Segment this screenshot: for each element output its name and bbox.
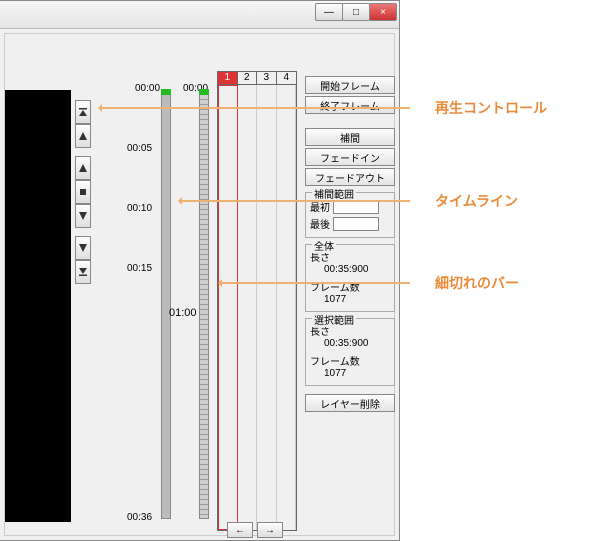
minimize-button[interactable]: — bbox=[315, 3, 343, 21]
annotation-arrow-1 bbox=[100, 107, 410, 109]
skip-end-button[interactable] bbox=[75, 260, 91, 284]
annotation-3: 細切れのバー bbox=[435, 273, 519, 293]
strip-bar[interactable] bbox=[199, 89, 209, 519]
sel-frames-value: 1077 bbox=[310, 368, 390, 379]
timeline-left-bar[interactable] bbox=[161, 89, 171, 519]
layer-header-1[interactable]: 1 bbox=[218, 72, 238, 84]
layer-track: 1234 bbox=[217, 71, 297, 531]
app-window: — □ × 00:00 00:0500:1000:1500:36 00:00 0… bbox=[0, 0, 400, 541]
annotation-arrow-2 bbox=[180, 200, 410, 202]
annotation-arrow-3 bbox=[220, 282, 410, 284]
layer-body[interactable] bbox=[217, 85, 297, 531]
layer-col-2[interactable] bbox=[238, 85, 258, 530]
interp-range-group: 補間範囲 最初 最後 bbox=[305, 192, 395, 238]
layer-header-4[interactable]: 4 bbox=[277, 72, 296, 84]
close-button[interactable]: × bbox=[369, 3, 397, 21]
last-input[interactable] bbox=[333, 217, 379, 231]
annotation-2: タイムライン bbox=[435, 191, 518, 211]
all-group: 全体 長さ 00:35:900 フレーム数 1077 bbox=[305, 244, 395, 312]
side-panel: 開始フレーム 終了フレーム 補間 フェードイン フェードアウト 補間範囲 最初 … bbox=[305, 76, 395, 412]
interp-range-title: 補間範囲 bbox=[312, 186, 356, 201]
tick: 00:05 bbox=[127, 144, 152, 154]
end-frame-button[interactable]: 終了フレーム bbox=[305, 96, 395, 114]
tick: 00:36 bbox=[127, 513, 152, 523]
step-fwd-button[interactable] bbox=[75, 204, 91, 228]
tick: 00:15 bbox=[127, 264, 152, 274]
layer-col-3[interactable] bbox=[257, 85, 277, 530]
annotation-1: 再生コントロール bbox=[435, 98, 547, 118]
layer-next-button[interactable]: → bbox=[257, 522, 283, 538]
all-len-value: 00:35:900 bbox=[310, 264, 390, 275]
play-rev-button[interactable] bbox=[75, 124, 91, 148]
layer-col-4[interactable] bbox=[277, 85, 297, 530]
all-title: 全体 bbox=[312, 238, 336, 253]
interp-button[interactable]: 補間 bbox=[305, 128, 395, 146]
strip-bar-marker[interactable] bbox=[199, 89, 209, 95]
layer-header-2[interactable]: 2 bbox=[238, 72, 258, 84]
timeline-left-marker[interactable] bbox=[161, 89, 171, 95]
fade-out-button[interactable]: フェードアウト bbox=[305, 168, 395, 186]
last-label: 最後 bbox=[310, 216, 330, 231]
tick: 00:10 bbox=[127, 204, 152, 214]
all-frames-value: 1077 bbox=[310, 294, 390, 305]
layer-header-3[interactable]: 3 bbox=[257, 72, 277, 84]
timeline-left-top-label: 00:00 bbox=[135, 83, 160, 94]
sel-group: 選択範囲 長さ 00:35:900 フレーム数 1077 bbox=[305, 318, 395, 386]
titlebar: — □ × bbox=[0, 1, 399, 29]
stop-button[interactable] bbox=[75, 180, 91, 204]
preview-panel bbox=[5, 90, 71, 522]
start-frame-button[interactable]: 開始フレーム bbox=[305, 76, 395, 94]
layer-headers: 1234 bbox=[217, 71, 297, 85]
sel-len-value: 00:35:900 bbox=[310, 338, 390, 349]
window-buttons: — □ × bbox=[316, 3, 397, 21]
timeline-left[interactable]: 00:00 00:0500:1000:1500:36 bbox=[119, 89, 189, 521]
delete-layer-button[interactable]: レイヤー削除 bbox=[305, 394, 395, 412]
tick: 01:00 bbox=[169, 307, 197, 319]
layer-nav: ← → bbox=[227, 522, 283, 538]
layer-selection bbox=[218, 85, 238, 530]
play-fwd-button[interactable] bbox=[75, 236, 91, 260]
sel-title: 選択範囲 bbox=[312, 312, 356, 327]
sel-frames-label: フレーム数 bbox=[310, 353, 390, 368]
playback-controls bbox=[75, 100, 91, 284]
fade-in-button[interactable]: フェードイン bbox=[305, 148, 395, 166]
spacer bbox=[305, 116, 395, 126]
skip-start-button[interactable] bbox=[75, 100, 91, 124]
maximize-button[interactable]: □ bbox=[342, 3, 370, 21]
layer-prev-button[interactable]: ← bbox=[227, 522, 253, 538]
step-back-button[interactable] bbox=[75, 156, 91, 180]
